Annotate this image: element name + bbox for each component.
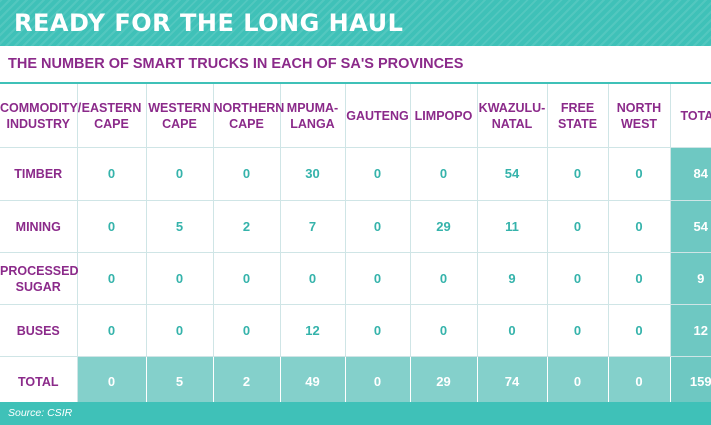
subtitle-banner: THE NUMBER OF SMART TRUCKS IN EACH OF SA… (0, 46, 711, 84)
table-cell: 0 (213, 147, 281, 201)
row-label: TIMBER (0, 147, 78, 201)
column-total-cell: 0 (547, 356, 609, 407)
column-header-eastern-cape: EASTERN CAPE (77, 84, 147, 148)
column-total-cell: 74 (477, 356, 548, 407)
table-cell: 0 (608, 200, 671, 253)
column-total-cell: 5 (146, 356, 214, 407)
table-cell: 0 (213, 252, 281, 305)
table-cell: 0 (77, 304, 147, 357)
table-cell: 0 (77, 147, 147, 201)
row-total-cell: 84 (670, 147, 711, 201)
table-cell: 9 (477, 252, 548, 305)
column-header-kwazulu-natal: KWAZULU- NATAL (477, 84, 548, 148)
table-row-total: TOTAL 0 5 2 49 0 29 74 0 0 159 (0, 356, 711, 407)
table-cell: 12 (280, 304, 346, 357)
header-row: COMMODITY/INDUSTRY EASTERN CAPE WESTERN CA… (0, 84, 711, 148)
table-row-timber: TIMBER 0 0 0 30 0 0 54 0 0 84 (0, 147, 711, 201)
column-header-mpumalanga: MPUMA- LANGA (280, 84, 346, 148)
table-cell: 5 (146, 200, 214, 253)
page-subtitle: THE NUMBER OF SMART TRUCKS IN EACH OF SA… (8, 56, 464, 72)
table-row-mining: MINING 0 5 2 7 0 29 11 0 0 54 (0, 200, 711, 253)
column-header-commodity: COMMODITY/INDUSTRY (0, 84, 81, 148)
table-cell: 2 (213, 200, 281, 253)
table-cell: 0 (77, 252, 147, 305)
table-cell: 29 (410, 200, 478, 253)
smart-trucks-table: COMMODITY/INDUSTRY EASTERN CAPE WESTERN CA… (0, 84, 711, 407)
table-cell: 7 (280, 200, 346, 253)
column-header-limpopo: LIMPOPO (410, 84, 478, 148)
table-cell: 0 (345, 252, 411, 305)
table-row-processed-sugar: PROCESSED SUGAR 0 0 0 0 0 0 9 0 0 9 (0, 252, 711, 305)
row-label: PROCESSED SUGAR (0, 252, 79, 305)
table-cell: 0 (77, 200, 147, 253)
table-cell: 0 (547, 147, 609, 201)
column-header-north-west: NORTH WEST (608, 84, 671, 148)
table-row-buses: BUSES 0 0 0 12 0 0 0 0 0 12 (0, 304, 711, 357)
column-header-western-cape: WESTERN CAPE (146, 84, 214, 148)
column-total-cell: 0 (608, 356, 671, 407)
column-total-cell: 49 (280, 356, 346, 407)
table-cell: 0 (146, 252, 214, 305)
table-cell: 54 (477, 147, 548, 201)
page-title: READY FOR THE LONG HAUL (14, 9, 404, 37)
grand-total-cell: 159 (670, 356, 711, 407)
column-header-total: TOTAL (670, 84, 711, 148)
table-cell: 0 (547, 200, 609, 253)
row-label: TOTAL (0, 356, 78, 407)
column-header-northern-cape: NORTHERN CAPE (213, 84, 284, 148)
source-note: Source: CSIR (8, 407, 73, 419)
row-total-cell: 12 (670, 304, 711, 357)
row-label: MINING (0, 200, 78, 253)
table-cell: 0 (146, 304, 214, 357)
table-cell: 0 (410, 252, 478, 305)
row-label: BUSES (0, 304, 78, 357)
table-cell: 0 (410, 147, 478, 201)
column-total-cell: 0 (345, 356, 411, 407)
row-total-cell: 9 (670, 252, 711, 305)
table-cell: 11 (477, 200, 548, 253)
column-total-cell: 0 (77, 356, 147, 407)
table-cell: 0 (345, 200, 411, 253)
table-cell: 0 (547, 252, 609, 305)
table-cell: 30 (280, 147, 346, 201)
table-cell: 0 (146, 147, 214, 201)
table-cell: 0 (280, 252, 346, 305)
table-cell: 0 (547, 304, 609, 357)
column-total-cell: 2 (213, 356, 281, 407)
table-cell: 0 (608, 252, 671, 305)
table-cell: 0 (345, 147, 411, 201)
column-total-cell: 29 (410, 356, 478, 407)
table-cell: 0 (345, 304, 411, 357)
table-cell: 0 (213, 304, 281, 357)
source-banner: Source: CSIR (0, 402, 711, 425)
column-header-gauteng: GAUTENG (345, 84, 411, 148)
title-banner: READY FOR THE LONG HAUL (0, 0, 711, 46)
table-cell: 0 (608, 147, 671, 201)
table-cell: 0 (410, 304, 478, 357)
table-cell: 0 (477, 304, 548, 357)
table-cell: 0 (608, 304, 671, 357)
column-header-free-state: FREE STATE (547, 84, 609, 148)
row-total-cell: 54 (670, 200, 711, 253)
